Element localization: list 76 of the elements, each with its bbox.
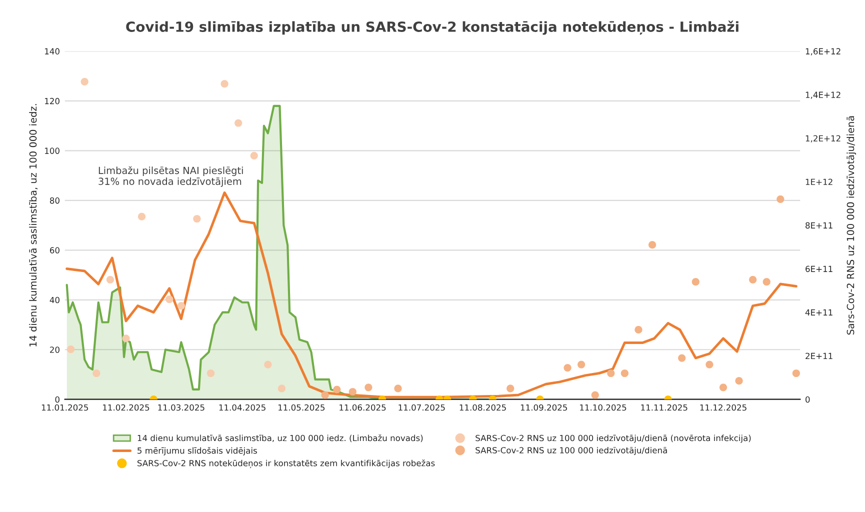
legend-label: 5 mērījumu slīdošais vidējais bbox=[138, 446, 257, 456]
point bbox=[762, 278, 770, 286]
x-tick-label: 11.10.2025 bbox=[580, 404, 626, 411]
y2-tick-label: 1,2E+12 bbox=[806, 135, 840, 142]
point bbox=[719, 384, 728, 392]
y2-tick-label: 6E+11 bbox=[806, 266, 832, 272]
point bbox=[138, 212, 146, 220]
y-tick-label: 80 bbox=[50, 197, 60, 204]
y-axis-title: 14 dienu kumulatīvā saslimstība, uz 100 000 iedz. bbox=[29, 104, 38, 346]
point bbox=[634, 326, 642, 334]
x-tick-label: 11.11.2025 bbox=[641, 404, 688, 411]
point bbox=[264, 360, 272, 368]
x-tick-label: 11.12.2025 bbox=[700, 404, 746, 411]
point bbox=[220, 80, 228, 88]
line-series bbox=[66, 191, 798, 398]
x-tick-label: 11.04.2025 bbox=[219, 404, 266, 411]
chart-title: Covid-19 slimības izplatība un SARS-Cov-2 konstatācija notekūdeņos - Limbaži bbox=[126, 20, 738, 35]
point bbox=[80, 78, 88, 86]
y2-axis-title: Sars-Cov-2 RNS uz 100 000 iedzīvotāju/dienā bbox=[846, 116, 856, 335]
point bbox=[620, 369, 628, 378]
point bbox=[564, 364, 572, 372]
y2-tick-label: 1,4E+12 bbox=[806, 92, 840, 99]
point bbox=[678, 354, 686, 362]
x-tick-label: 11.05.2025 bbox=[278, 404, 325, 411]
point bbox=[706, 360, 714, 368]
point bbox=[206, 369, 215, 378]
y2-tick-label: 0 bbox=[806, 396, 810, 403]
y-tick-label: 40 bbox=[50, 296, 60, 304]
y-tick-label: 120 bbox=[45, 98, 60, 104]
point bbox=[591, 391, 599, 399]
legend-label: SARS-Cov-2 RNS notekūdeņos ir konstatēts zem kvantifikācijas robežas bbox=[137, 460, 435, 468]
point bbox=[66, 346, 75, 354]
point bbox=[648, 241, 656, 249]
point bbox=[122, 334, 130, 342]
y-tick-label: 0 bbox=[55, 396, 60, 403]
x-tick-label: 11.09.2025 bbox=[520, 404, 567, 411]
point bbox=[578, 360, 586, 368]
point bbox=[92, 369, 100, 378]
point bbox=[735, 377, 743, 385]
point bbox=[607, 369, 615, 378]
point bbox=[364, 384, 372, 392]
point bbox=[333, 386, 341, 394]
x-tick-label: 11.02.2025 bbox=[103, 404, 150, 411]
y2-tick-label: 1,6E+12 bbox=[806, 48, 840, 56]
y2-tick-label: 8E+11 bbox=[806, 222, 832, 229]
legend-label: SARS-Cov-2 RNS uz 100 000 iedzīvotāju/dienā (novērota infekcija) bbox=[476, 434, 751, 443]
legend-label: SARS-Cov-2 RNS uz 100 000 iedzīvotāju/dienā bbox=[476, 446, 667, 456]
y-tick-label: 20 bbox=[50, 346, 60, 353]
point bbox=[177, 302, 185, 310]
x-tick-label: 11.01.2025 bbox=[42, 404, 88, 411]
x-tick-label: 11.07.2025 bbox=[398, 404, 445, 411]
y2-tick-label: 2E+11 bbox=[806, 352, 832, 360]
point bbox=[749, 276, 757, 284]
point bbox=[692, 278, 700, 286]
point bbox=[506, 384, 514, 392]
point bbox=[394, 384, 402, 392]
y-tick-label: 140 bbox=[45, 48, 60, 54]
x-tick-label: 11.06.2025 bbox=[340, 404, 386, 411]
point bbox=[250, 152, 258, 160]
y2-tick-label: 4E+11 bbox=[805, 309, 832, 316]
point bbox=[792, 369, 800, 378]
x-tick-label: 11.03.2025 bbox=[158, 404, 204, 411]
y-tick-label: 100 bbox=[45, 148, 60, 154]
point bbox=[234, 119, 242, 127]
point bbox=[193, 214, 201, 223]
point bbox=[166, 295, 174, 304]
y-tick-label: 60 bbox=[50, 247, 60, 254]
point bbox=[776, 195, 784, 203]
point bbox=[348, 388, 356, 396]
point bbox=[321, 391, 329, 399]
legend-label: 14 dienu kumulatīvā saslimstība, uz 100 000 iedz. (Limbažu novads) bbox=[138, 434, 423, 442]
y2-tick-label: 1E+12 bbox=[806, 178, 832, 185]
x-tick-label: 11.08.2025 bbox=[460, 404, 506, 411]
point bbox=[278, 384, 286, 392]
point bbox=[106, 276, 114, 284]
annotation: Limbažu pilsētas NAI pieslēgti 31% no novada iedzīvotājiem bbox=[98, 166, 243, 187]
